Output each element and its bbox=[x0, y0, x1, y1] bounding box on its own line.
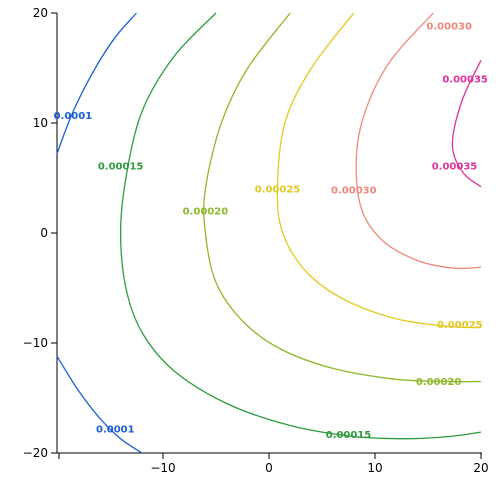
contour-line bbox=[119, 12, 482, 440]
contour-label: 0.00025 bbox=[437, 320, 483, 331]
contour-label: 0.00030 bbox=[331, 186, 377, 197]
x-tick-label: −10 bbox=[150, 461, 175, 475]
y-tick-label: 20 bbox=[33, 6, 48, 20]
x-tick-label: 20 bbox=[473, 461, 488, 475]
y-tick-label: 0 bbox=[40, 226, 48, 240]
contour-label: 0.00035 bbox=[442, 75, 488, 86]
contour-label: 0.00020 bbox=[183, 207, 229, 218]
contour-label: 0.00025 bbox=[255, 185, 301, 196]
y-tick-label: −20 bbox=[23, 446, 48, 460]
axis-ticks: −10 0 10 20 20 10 0 −10 −20 bbox=[23, 6, 489, 475]
contour-label: 0.00015 bbox=[98, 161, 144, 172]
contour-line bbox=[56, 355, 143, 454]
contour-label: 0.00030 bbox=[426, 22, 472, 33]
contour-line bbox=[56, 12, 137, 155]
contour-line bbox=[451, 60, 482, 188]
x-tick-label: 0 bbox=[265, 461, 273, 475]
y-tick-label: 10 bbox=[33, 116, 48, 130]
contour-line bbox=[355, 12, 482, 270]
y-tick-label: −10 bbox=[23, 336, 48, 350]
contour-label: 0.00035 bbox=[432, 161, 478, 172]
contour-labels: 0.0001 0.0001 0.00015 0.00015 0.00020 0.00020… bbox=[54, 22, 488, 441]
contour-label: 0.0001 bbox=[96, 424, 135, 435]
contour-label: 0.0001 bbox=[54, 111, 93, 122]
contour-label: 0.00015 bbox=[326, 430, 372, 441]
x-tick-label: 10 bbox=[367, 461, 382, 475]
contour-line bbox=[203, 12, 482, 383]
contour-label: 0.00020 bbox=[416, 377, 462, 388]
contour-lines bbox=[56, 12, 482, 454]
contour-line bbox=[276, 12, 482, 329]
